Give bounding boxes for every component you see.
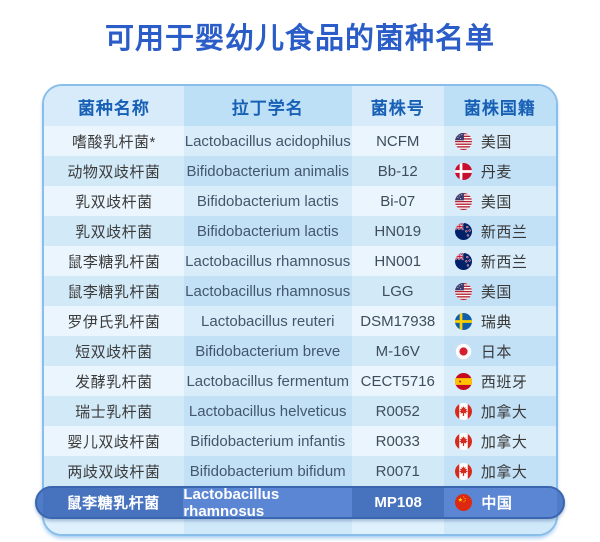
table-row: 瑞士乳杆菌 Lactobacillus helveticus R0052 加拿大	[44, 396, 556, 426]
flag-dk-icon	[454, 162, 472, 180]
table-row: 短双歧杆菌 Bifidobacterium breve M-16V 日本	[44, 336, 556, 366]
highlighted-row: 鼠李糖乳杆菌 Lactobacillus rhamnosus MP108 中国	[35, 486, 565, 519]
flag-se-icon	[454, 312, 472, 330]
strain-name: 发酵乳杆菌	[75, 373, 153, 391]
table-row: 乳双歧杆菌 Bifidobacterium lactis HN019 新西兰	[44, 216, 556, 246]
latin-name: Lactobacillus fermentum	[186, 372, 350, 390]
strain-number: Bb-12	[377, 162, 418, 180]
strain-number: DSM17938	[360, 312, 436, 330]
table-row: 两歧双歧杆菌 Bifidobacterium bifidum R0071 加拿大	[44, 456, 556, 486]
latin-name: Bifidobacterium infantis	[190, 432, 346, 450]
flag-us-icon	[454, 282, 472, 300]
flag-cn-icon	[455, 494, 473, 511]
strain-table: 菌种名称 拉丁学名 菌株号 菌株国籍 嗜酸乳杆菌* Lactobacillus a…	[35, 84, 565, 536]
flag-ca-icon	[454, 462, 472, 480]
latin-name: Lactobacillus rhamnosus	[185, 282, 351, 300]
table-rows: 嗜酸乳杆菌* Lactobacillus acidophilus NCFM 美国 动物双…	[44, 126, 556, 519]
table-footer-row	[44, 519, 556, 534]
strain-number: HN001	[374, 252, 422, 270]
flag-es-icon	[454, 372, 472, 390]
country-name: 瑞典	[480, 313, 512, 331]
header-strain-number: 菌株号	[351, 86, 444, 126]
strain-name: 短双歧杆菌	[75, 343, 153, 361]
flag-ca-icon	[454, 432, 472, 450]
strain-number: R0071	[375, 462, 420, 480]
latin-name: Lactobacillus rhamnosus	[183, 486, 280, 519]
strain-name: 嗜酸乳杆菌*	[71, 133, 156, 151]
strain-number: NCFM	[376, 132, 420, 150]
country-name: 美国	[480, 133, 512, 151]
latin-name: Bifidobacterium bifidum	[189, 462, 346, 480]
table-row: 罗伊氏乳杆菌 Lactobacillus reuteri DSM17938 瑞典	[44, 306, 556, 336]
strain-name: 两歧双歧杆菌	[67, 463, 161, 481]
table-row: 动物双歧杆菌 Bifidobacterium animalis Bb-12 丹麦	[44, 156, 556, 186]
country-name: 西班牙	[480, 373, 528, 391]
strain-name: 乳双歧杆菌	[75, 223, 153, 241]
country-name: 新西兰	[480, 223, 528, 241]
country-name: 加拿大	[480, 433, 528, 451]
flag-us-icon	[454, 192, 472, 210]
table-header-row: 菌种名称 拉丁学名 菌株号 菌株国籍	[44, 86, 556, 126]
flag-ca-icon	[454, 402, 472, 420]
latin-name: Bifidobacterium animalis	[186, 162, 350, 180]
latin-name: Bifidobacterium breve	[195, 342, 341, 360]
table-box: 菌种名称 拉丁学名 菌株号 菌株国籍 嗜酸乳杆菌* Lactobacillus a…	[42, 84, 558, 536]
country-name: 丹麦	[480, 163, 512, 181]
strain-name: 动物双歧杆菌	[67, 163, 161, 181]
latin-name: Bifidobacterium lactis	[196, 222, 339, 240]
country-name: 中国	[481, 495, 513, 512]
strain-number: HN019	[374, 222, 422, 240]
header-latin-name: 拉丁学名	[183, 86, 352, 126]
strain-name: 瑞士乳杆菌	[75, 403, 153, 421]
country-name: 加拿大	[480, 463, 528, 481]
strain-name: 鼠李糖乳杆菌	[67, 253, 161, 271]
strain-name: 鼠李糖乳杆菌	[67, 283, 161, 301]
strain-name: 罗伊氏乳杆菌	[67, 313, 161, 331]
page-title: 可用于婴幼儿食品的菌种名单	[104, 23, 495, 55]
strain-number: R0052	[375, 402, 420, 420]
header-strain-nationality: 菌株国籍	[443, 86, 556, 126]
strain-number: Bi-07	[380, 192, 416, 210]
strain-name: 鼠李糖乳杆菌	[66, 495, 160, 512]
strain-name: 乳双歧杆菌	[75, 193, 153, 211]
flag-jp-icon	[454, 342, 472, 360]
strain-number: CECT5716	[360, 372, 435, 390]
table-row: 鼠李糖乳杆菌 Lactobacillus rhamnosus HN001 新西兰	[44, 246, 556, 276]
flag-nz-icon	[454, 222, 472, 240]
latin-name: Lactobacillus helveticus	[188, 402, 347, 420]
strain-name: 婴儿双歧杆菌	[67, 433, 161, 451]
latin-name: Lactobacillus reuteri	[201, 312, 335, 330]
latin-name: Lactobacillus acidophilus	[184, 132, 351, 150]
table-row: 鼠李糖乳杆菌 Lactobacillus rhamnosus LGG 美国	[44, 276, 556, 306]
latin-name: Bifidobacterium lactis	[196, 192, 339, 210]
strain-number: M-16V	[375, 342, 420, 360]
strain-number: MP108	[374, 494, 422, 511]
country-name: 美国	[480, 283, 512, 301]
table-row: 乳双歧杆菌 Bifidobacterium lactis Bi-07 美国	[44, 186, 556, 216]
country-name: 新西兰	[480, 253, 528, 271]
country-name: 加拿大	[480, 403, 528, 421]
flag-nz-icon	[454, 252, 472, 270]
strain-number: LGG	[381, 282, 414, 300]
table-row: 发酵乳杆菌 Lactobacillus fermentum CECT5716 西班牙	[44, 366, 556, 396]
strain-number: R0033	[375, 432, 420, 450]
flag-us-icon	[454, 132, 472, 150]
table-row: 嗜酸乳杆菌* Lactobacillus acidophilus NCFM 美国	[44, 126, 556, 156]
header-strain-name: 菌种名称	[44, 86, 184, 126]
latin-name: Lactobacillus rhamnosus	[185, 252, 351, 270]
country-name: 美国	[480, 193, 512, 211]
table-row: 婴儿双歧杆菌 Bifidobacterium infantis R0033 加拿大	[44, 426, 556, 456]
country-name: 日本	[480, 343, 512, 361]
